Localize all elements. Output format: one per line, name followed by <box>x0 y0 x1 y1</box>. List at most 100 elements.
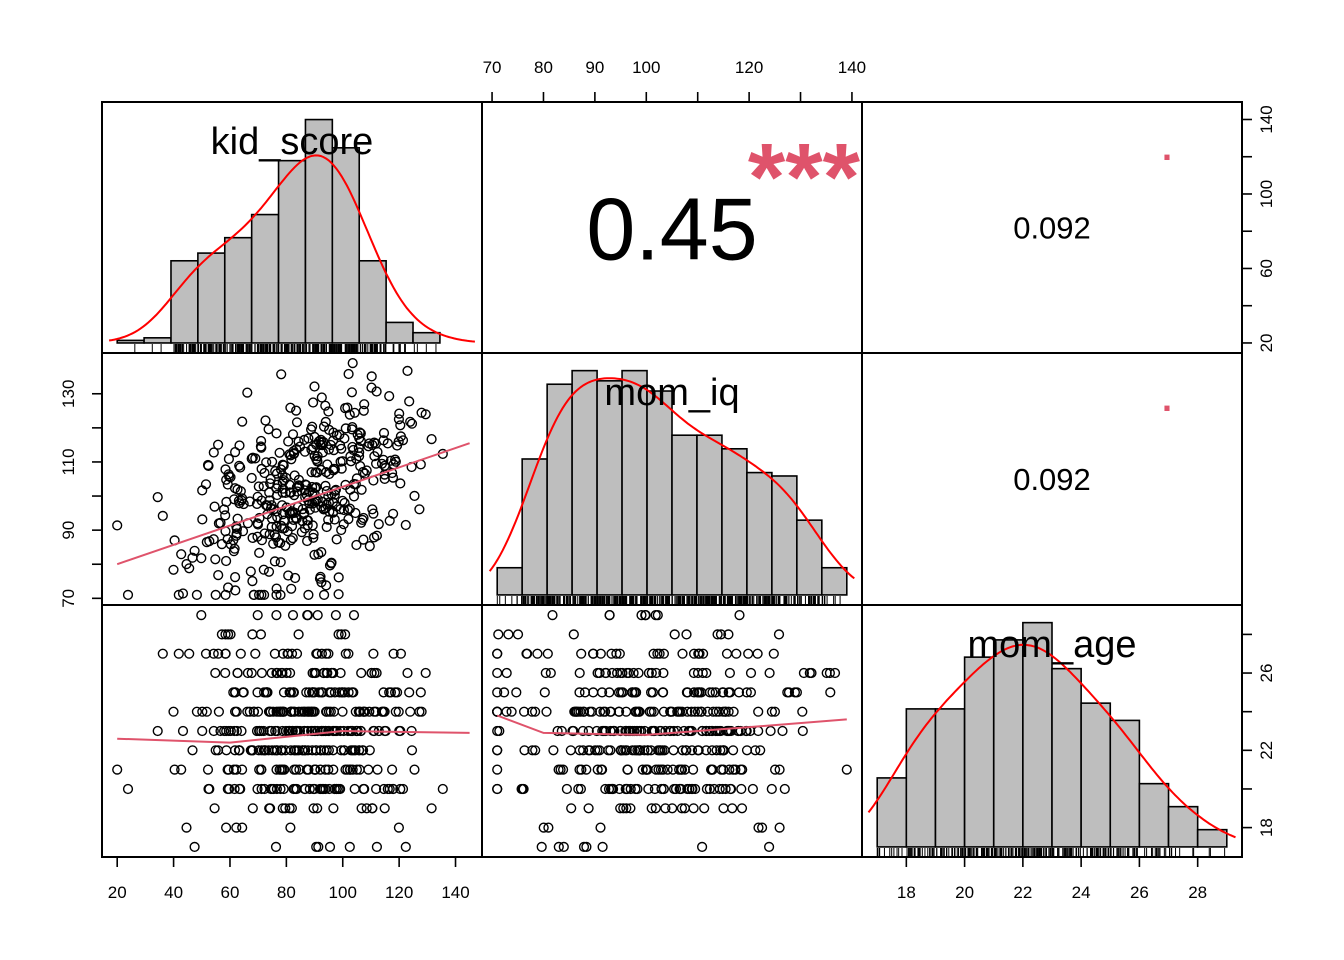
fit-line-mom_age-vs-kid_score <box>117 729 470 744</box>
scatter-point-mom_age-vs-kid_score <box>318 725 329 737</box>
scatter-point-mom_age-vs-kid_score <box>343 648 354 659</box>
histogram-bar-mom_age <box>934 708 966 848</box>
scatter-point-mom_age-vs-kid_score <box>285 822 296 833</box>
scatter-point-mom_age-vs-kid_score <box>309 667 320 679</box>
scatter-point-mom_age-vs-kid_score <box>358 745 369 756</box>
scatter-point-mom_age-vs-mom_iq <box>720 783 731 795</box>
scatter-point-mom_iq-vs-kid_score <box>275 557 286 568</box>
scatter-point-mom_age-vs-mom_iq <box>764 667 775 679</box>
scatter-point-mom_age-vs-kid_score <box>349 783 360 795</box>
scatter-point-mom_age-vs-mom_iq <box>621 803 632 814</box>
scatter-point-mom_age-vs-mom_iq <box>552 725 563 737</box>
scatter-point-mom_age-vs-mom_iq <box>768 648 779 659</box>
tick-label-mom-iq-left: 90 <box>59 521 78 540</box>
scatter-point-mom_iq-vs-kid_score <box>176 549 187 560</box>
scatter-point-mom_iq-vs-kid_score <box>315 464 327 476</box>
scatter-point-mom_age-vs-mom_iq <box>660 725 671 737</box>
histogram-bar-mom_iq <box>771 475 798 596</box>
scatter-point-mom_age-vs-mom_iq <box>689 783 701 795</box>
scatter-point-mom_iq-vs-kid_score <box>277 459 288 470</box>
scatter-point-mom_age-vs-kid_score <box>328 803 339 814</box>
scatter-point-mom_age-vs-mom_iq <box>708 783 720 795</box>
scatter-point-mom_iq-vs-kid_score <box>358 405 369 416</box>
scatter-point-mom_age-vs-kid_score <box>415 687 426 698</box>
scatter-point-mom_age-vs-kid_score <box>328 706 340 717</box>
scatter-point-mom_age-vs-kid_score <box>263 745 274 756</box>
scatter-point-mom_age-vs-mom_iq <box>596 764 607 775</box>
scatter-point-mom_iq-vs-kid_score <box>343 368 354 380</box>
scatter-point-mom_age-vs-mom_iq <box>540 667 551 679</box>
histogram-bar-mom_iq <box>796 519 823 596</box>
scatter-point-mom_iq-vs-kid_score <box>229 543 240 554</box>
scatter-point-mom_age-vs-kid_score <box>280 725 292 737</box>
scatter-point-mom_iq-vs-kid_score <box>242 387 253 398</box>
tick-label-kid-score-right: 20 <box>1257 333 1276 352</box>
scatter-point-mom_age-vs-mom_iq <box>599 706 611 717</box>
scatter-point-mom_age-vs-kid_score <box>250 648 261 659</box>
scatter-point-mom_age-vs-mom_iq <box>658 783 669 795</box>
scatter-point-mom_age-vs-kid_score <box>231 725 243 737</box>
scatter-point-mom_age-vs-kid_score <box>196 609 207 621</box>
scatter-point-mom_age-vs-mom_iq <box>519 745 530 756</box>
scatter-point-mom_age-vs-kid_score <box>278 783 289 795</box>
scatter-point-mom_age-vs-mom_iq <box>711 706 722 717</box>
scatter-point-mom_age-vs-kid_score <box>358 706 369 717</box>
scatter-point-mom_age-vs-mom_iq <box>658 648 670 659</box>
scatter-point-mom_iq-vs-kid_score <box>287 532 298 544</box>
scatter-point-mom_age-vs-mom_iq <box>712 629 723 640</box>
scatter-point-mom_age-vs-kid_score <box>406 745 418 756</box>
scatter-point-mom_age-vs-mom_iq <box>539 687 550 698</box>
scatter-point-mom_iq-vs-kid_score <box>326 558 337 569</box>
scatter-point-mom_age-vs-kid_score <box>202 764 214 775</box>
scatter-point-mom_age-vs-mom_iq <box>782 687 793 698</box>
scatter-point-mom_age-vs-kid_score <box>328 764 339 775</box>
histogram-bar-mom_iq <box>696 434 723 596</box>
scatter-point-mom_age-vs-kid_score <box>231 822 242 833</box>
scatter-point-mom_iq-vs-kid_score <box>157 510 168 522</box>
scatter-point-mom_age-vs-kid_score <box>368 648 379 659</box>
scatter-point-mom_age-vs-kid_score <box>308 803 319 814</box>
scatter-point-mom_iq-vs-kid_score <box>303 589 314 601</box>
scatter-point-mom_iq-vs-kid_score <box>371 386 382 397</box>
scatter-point-mom_age-vs-mom_iq <box>701 783 713 795</box>
histogram-bar-mom_iq <box>596 380 623 596</box>
scatter-point-mom_age-vs-mom_iq <box>512 629 524 640</box>
scatter-point-mom_age-vs-mom_iq <box>501 667 512 679</box>
histogram-bar-kid_score <box>223 236 253 344</box>
scatter-point-mom_iq-vs-kid_score <box>406 418 418 429</box>
scatter-point-mom_age-vs-kid_score <box>176 764 187 775</box>
scatter-point-mom_iq-vs-kid_score <box>426 434 437 445</box>
scatter-point-mom_age-vs-kid_score <box>366 667 377 679</box>
scatter-point-mom_age-vs-mom_iq <box>681 629 692 640</box>
scatter-point-mom_iq-vs-kid_score <box>307 520 318 531</box>
variable-name-mom_age: mom_age <box>968 624 1137 666</box>
tick-label-kid-score: 140 <box>441 883 469 902</box>
scatter-point-mom_age-vs-kid_score <box>252 706 264 717</box>
scatter-point-mom_age-vs-mom_iq <box>600 725 611 737</box>
scatter-point-mom_iq-vs-kid_score <box>397 435 409 446</box>
scatter-point-mom_age-vs-mom_iq <box>755 745 766 756</box>
scatter-point-mom_age-vs-mom_iq <box>660 803 671 814</box>
scatter-point-mom_age-vs-kid_score <box>350 745 361 756</box>
scatter-point-mom_age-vs-mom_iq <box>745 667 757 679</box>
scatter-point-mom_age-vs-kid_score <box>252 609 263 621</box>
scatter-point-mom_age-vs-mom_iq <box>693 745 704 756</box>
scatter-point-mom_age-vs-kid_score <box>356 667 367 679</box>
scatter-point-mom_age-vs-kid_score <box>157 648 168 659</box>
scatter-point-mom_age-vs-kid_score <box>246 667 257 679</box>
scatter-point-mom_age-vs-kid_score <box>231 706 242 717</box>
scatter-point-mom_iq-vs-kid_score <box>372 446 383 458</box>
scatter-point-mom_age-vs-mom_iq <box>648 648 659 659</box>
scatter-point-mom_age-vs-kid_score <box>282 648 293 659</box>
scatter-point-mom_iq-vs-kid_score <box>263 566 275 577</box>
panel-frame-2-2 <box>861 604 1243 858</box>
scatter-point-mom_age-vs-kid_score <box>177 725 189 737</box>
scatter-point-mom_age-vs-mom_iq <box>756 822 768 833</box>
scatter-point-mom_age-vs-kid_score <box>311 745 322 756</box>
scatter-point-mom_age-vs-kid_score <box>219 725 230 737</box>
scatter-point-mom_age-vs-kid_score <box>308 706 319 717</box>
scatter-point-mom_age-vs-mom_iq <box>652 609 663 621</box>
scatter-point-mom_age-vs-mom_iq <box>645 745 657 756</box>
scatter-point-mom_age-vs-kid_score <box>285 667 296 679</box>
scatter-point-mom_age-vs-kid_score <box>256 667 268 679</box>
